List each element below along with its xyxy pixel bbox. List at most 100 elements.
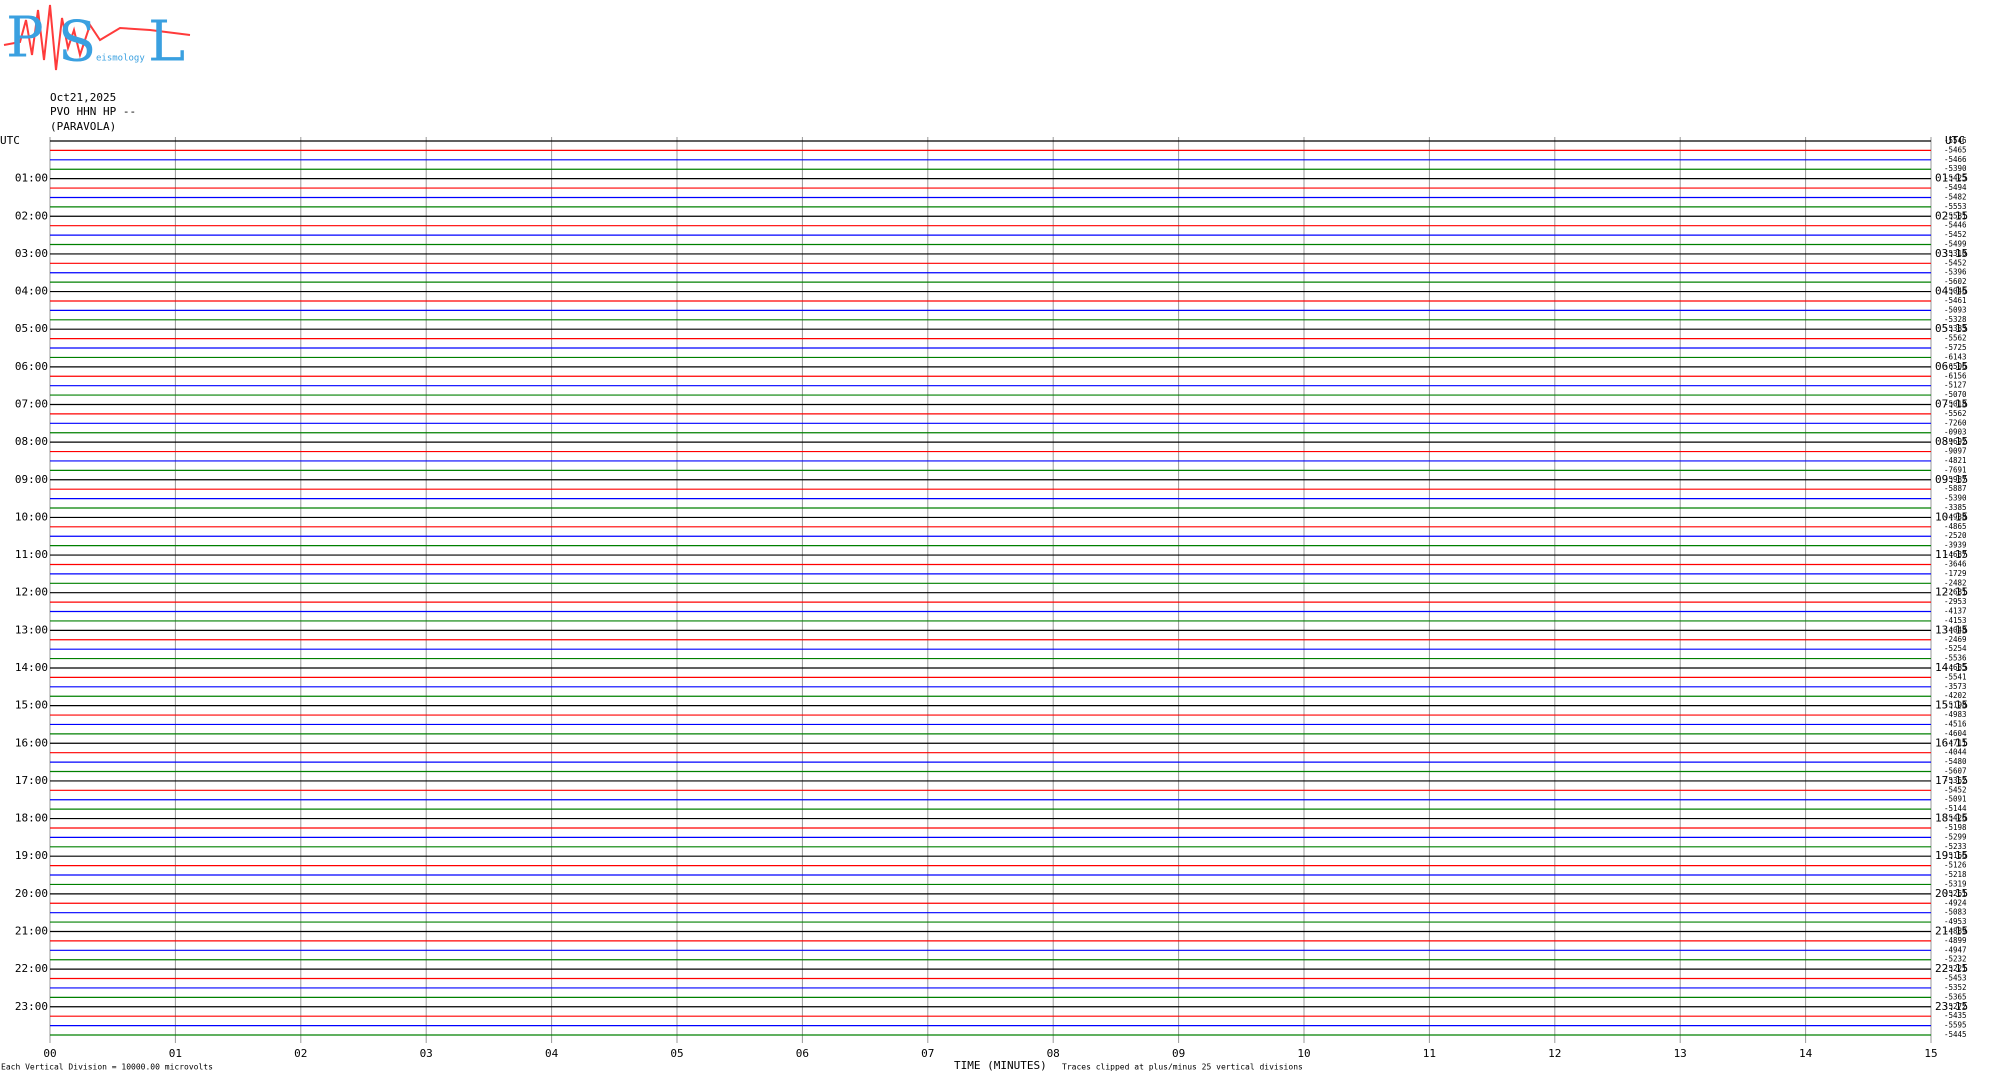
offset-label: -4899 bbox=[1944, 936, 1967, 945]
hour-label: 10:15 bbox=[1935, 510, 1968, 523]
offset-label: -5987 bbox=[1944, 475, 1967, 484]
offset-label: -5166 bbox=[1944, 851, 1967, 860]
x-tick-label: 05 bbox=[670, 1047, 683, 1060]
x-title: TIME (MINUTES) bbox=[954, 1059, 1047, 1072]
offset-label: -5396 bbox=[1944, 268, 1967, 277]
hour-label: 03:15 bbox=[1935, 247, 1968, 260]
offset-label: -7691 bbox=[1944, 465, 1967, 474]
logo-wave bbox=[3, 4, 191, 71]
hour-label: 06:15 bbox=[1935, 360, 1968, 373]
offset-label: -4202 bbox=[1944, 691, 1967, 700]
offset-label: -5452 bbox=[1944, 785, 1967, 794]
x-tick-label: 06 bbox=[796, 1047, 809, 1060]
offset-label: -5144 bbox=[1944, 804, 1967, 813]
offset-label: -5365 bbox=[1944, 992, 1967, 1001]
offset-label: -4153 bbox=[1944, 616, 1967, 625]
hour-label: 19:00 bbox=[15, 849, 48, 862]
logo-letter: L bbox=[148, 10, 185, 75]
offset-label: -4938 bbox=[1944, 512, 1967, 521]
left-axis-title: UTC bbox=[0, 134, 20, 147]
offset-label: -9692 bbox=[1944, 437, 1967, 446]
offset-label: -5383 bbox=[1944, 324, 1967, 333]
hour-label: 22:00 bbox=[15, 962, 48, 975]
offset-label: -9097 bbox=[1944, 447, 1967, 456]
offset-label: -4924 bbox=[1944, 898, 1967, 907]
offset-label: -5310 bbox=[1944, 249, 1967, 258]
offset-label: -2681 bbox=[1944, 588, 1967, 597]
hour-label: 20:00 bbox=[15, 887, 48, 900]
date: Oct21,2025 bbox=[50, 91, 116, 104]
x-tick-label: 13 bbox=[1674, 1047, 1687, 1060]
x-tick-label: 04 bbox=[545, 1047, 559, 1060]
hour-label: 23:15 bbox=[1935, 1000, 1968, 1013]
hour-label: 15:15 bbox=[1935, 699, 1968, 712]
hour-label: 20:15 bbox=[1935, 887, 1968, 900]
hour-label: 04:00 bbox=[15, 285, 48, 298]
logo-letter: P bbox=[6, 6, 44, 71]
offset-label: -3573 bbox=[1944, 682, 1967, 691]
offset-label: -5299 bbox=[1944, 832, 1967, 841]
hour-label: 16:00 bbox=[15, 736, 48, 749]
hour-label: 09:00 bbox=[15, 473, 48, 486]
offset-label: -5435 bbox=[1944, 1011, 1967, 1020]
offset-label: -5390 bbox=[1944, 164, 1967, 173]
hour-label: 14:15 bbox=[1935, 661, 1968, 674]
offset-label: -5221 bbox=[1944, 964, 1967, 973]
hour-label: 02:15 bbox=[1935, 209, 1968, 222]
offset-label: -5536 bbox=[1944, 654, 1967, 663]
hour-label: 21:00 bbox=[15, 924, 48, 937]
offset-label: -5446 bbox=[1944, 221, 1967, 230]
offset-label: -4604 bbox=[1944, 729, 1967, 738]
offset-label: -5018 bbox=[1944, 399, 1967, 408]
offset-label: -5466 bbox=[1944, 155, 1967, 164]
offset-label: -1729 bbox=[1944, 569, 1967, 578]
x-tick-label: 03 bbox=[420, 1047, 433, 1060]
offset-label: -7260 bbox=[1944, 418, 1967, 427]
offset-label: -4044 bbox=[1944, 748, 1967, 757]
offset-label: -4048 bbox=[1944, 625, 1967, 634]
offset-label: -2953 bbox=[1944, 597, 1967, 606]
offset-label: -5261 bbox=[1944, 889, 1967, 898]
offset-label: -5233 bbox=[1944, 842, 1967, 851]
offset-label: -2469 bbox=[1944, 635, 1967, 644]
offset-label: -5887 bbox=[1944, 484, 1967, 493]
offset-label: -2520 bbox=[1944, 531, 1967, 540]
offset-label: -4821 bbox=[1944, 456, 1967, 465]
offset-label: -6156 bbox=[1944, 371, 1967, 380]
offset-label: -3939 bbox=[1944, 541, 1967, 550]
offset-label: -4983 bbox=[1944, 710, 1967, 719]
offset-label: -5581 bbox=[1944, 211, 1967, 220]
hour-label: 11:00 bbox=[15, 548, 48, 561]
x-tick-label: 08 bbox=[1047, 1047, 1060, 1060]
offset-label: -5254 bbox=[1944, 644, 1967, 653]
offset-label: -5562 bbox=[1944, 334, 1967, 343]
hour-label: 13:00 bbox=[15, 623, 48, 636]
hour-label: 19:15 bbox=[1935, 849, 1968, 862]
offset-label: -5494 bbox=[1944, 183, 1967, 192]
footer-clip: Traces clipped at plus/minus 25 vertical… bbox=[1062, 1063, 1303, 1072]
hour-label: 07:00 bbox=[15, 397, 48, 410]
footer-scale: Each Vertical Division = 10000.00 microv… bbox=[1, 1063, 213, 1072]
offset-label: -5218 bbox=[1944, 870, 1967, 879]
x-tick-label: 12 bbox=[1548, 1047, 1561, 1060]
x-tick-label: 02 bbox=[294, 1047, 307, 1060]
hour-label: 17:00 bbox=[15, 774, 48, 787]
offset-label: -5452 bbox=[1944, 258, 1967, 267]
hour-label: 02:00 bbox=[15, 209, 48, 222]
offset-label: -5453 bbox=[1944, 974, 1967, 983]
offset-label: -5725 bbox=[1944, 343, 1967, 352]
offset-label: -4137 bbox=[1944, 607, 1967, 616]
offset-label: -4865 bbox=[1944, 522, 1967, 531]
offset-label: -5319 bbox=[1944, 879, 1967, 888]
offset-label: -5562 bbox=[1944, 409, 1967, 418]
right-axis-title: UTC bbox=[1945, 134, 1965, 147]
hour-label: 23:00 bbox=[15, 1000, 48, 1013]
x-tick-label: 09 bbox=[1172, 1047, 1185, 1060]
offset-label: -5083 bbox=[1944, 908, 1967, 917]
offset-label: -5362 bbox=[1944, 776, 1967, 785]
offset-label: -5499 bbox=[1944, 240, 1967, 249]
offset-label: -5426 bbox=[1944, 814, 1967, 823]
hour-label: 14:00 bbox=[15, 661, 48, 674]
offset-label: -5232 bbox=[1944, 955, 1967, 964]
hour-label: 21:15 bbox=[1935, 924, 1968, 937]
